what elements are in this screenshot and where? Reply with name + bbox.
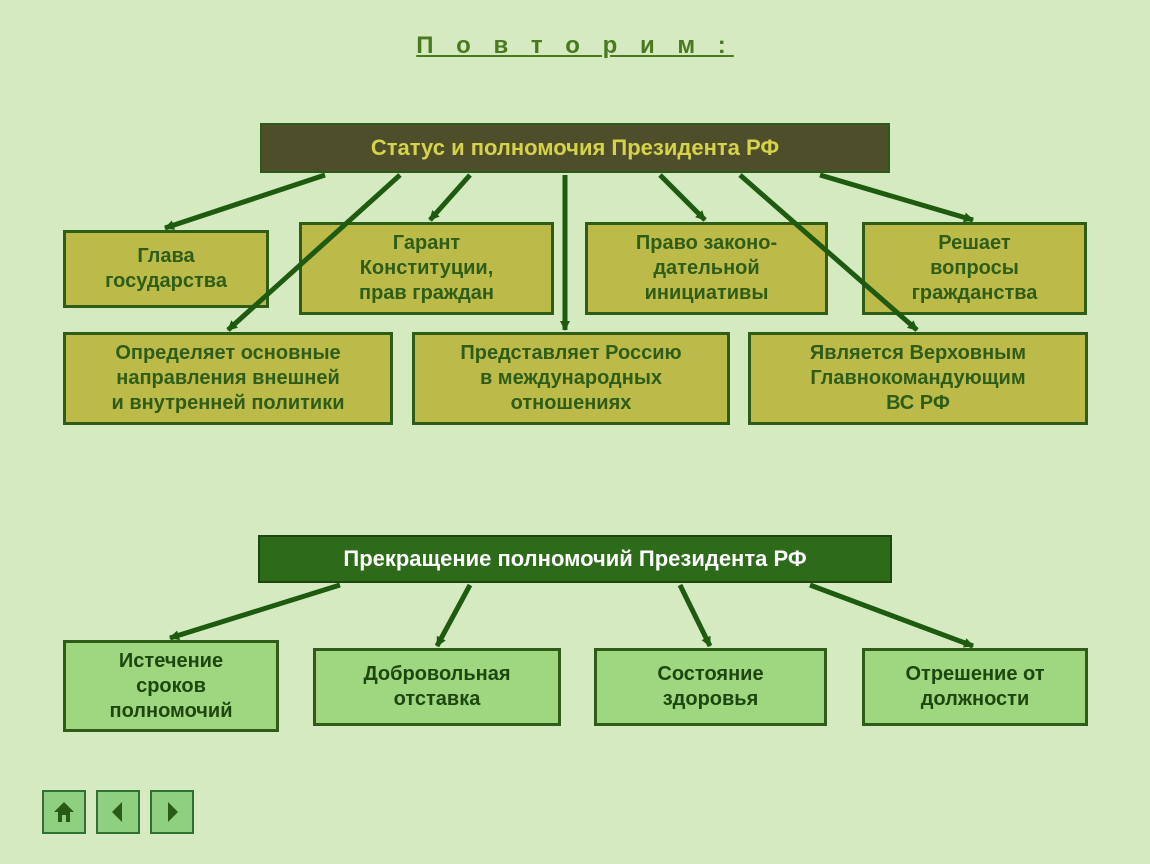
arrow xyxy=(820,175,973,220)
arrow xyxy=(437,585,470,646)
d1-row1-3-box: Решает вопросы гражданства xyxy=(862,222,1087,315)
d1-row2-1-label: Представляет Россию в международных отно… xyxy=(460,341,681,416)
arrow xyxy=(680,585,710,646)
arrow xyxy=(430,175,470,220)
d2-row-3-box: Отрешение от должности xyxy=(862,648,1088,726)
diagram2-header-label: Прекращение полномочий Президента РФ xyxy=(343,545,806,573)
d1-row2-0-label: Определяет основные направления внешней … xyxy=(111,341,344,416)
d2-row-1-box: Добровольная отставка xyxy=(313,648,561,726)
d1-row1-2-label: Право законо- дательной инициативы xyxy=(636,231,777,306)
chevron-left-icon xyxy=(104,798,132,826)
d1-row1-0-box: Глава государства xyxy=(63,230,269,308)
d1-row1-1-label: Гарант Конституции, прав граждан xyxy=(359,231,494,306)
arrow xyxy=(165,175,325,228)
arrow xyxy=(170,585,340,638)
arrow xyxy=(810,585,973,646)
home-icon xyxy=(50,798,78,826)
d2-row-0-label: Истечение сроков полномочий xyxy=(110,649,233,724)
d1-row1-2-box: Право законо- дательной инициативы xyxy=(585,222,828,315)
diagram1-header: Статус и полномочия Президента РФ xyxy=(260,123,890,173)
d2-row-2-label: Состояние здоровья xyxy=(657,662,763,712)
d2-row-3-label: Отрешение от должности xyxy=(905,662,1044,712)
home-button[interactable] xyxy=(42,790,86,834)
prev-button[interactable] xyxy=(96,790,140,834)
d2-row-0-box: Истечение сроков полномочий xyxy=(63,640,279,732)
d2-row-1-label: Добровольная отставка xyxy=(363,662,510,712)
d1-row2-1-box: Представляет Россию в международных отно… xyxy=(412,332,730,425)
next-button[interactable] xyxy=(150,790,194,834)
d1-row2-0-box: Определяет основные направления внешней … xyxy=(63,332,393,425)
d1-row1-3-label: Решает вопросы гражданства xyxy=(912,231,1038,306)
d1-row1-1-box: Гарант Конституции, прав граждан xyxy=(299,222,554,315)
d1-row2-2-box: Является Верховным Главнокомандующим ВС … xyxy=(748,332,1088,425)
d1-row2-2-label: Является Верховным Главнокомандующим ВС … xyxy=(810,341,1026,416)
d2-row-2-box: Состояние здоровья xyxy=(594,648,827,726)
page-title: П о в т о р и м : xyxy=(0,0,1150,60)
diagram1-header-label: Статус и полномочия Президента РФ xyxy=(371,134,779,162)
arrow xyxy=(660,175,705,220)
chevron-right-icon xyxy=(158,798,186,826)
d1-row1-0-label: Глава государства xyxy=(105,244,227,294)
diagram2-header: Прекращение полномочий Президента РФ xyxy=(258,535,892,583)
